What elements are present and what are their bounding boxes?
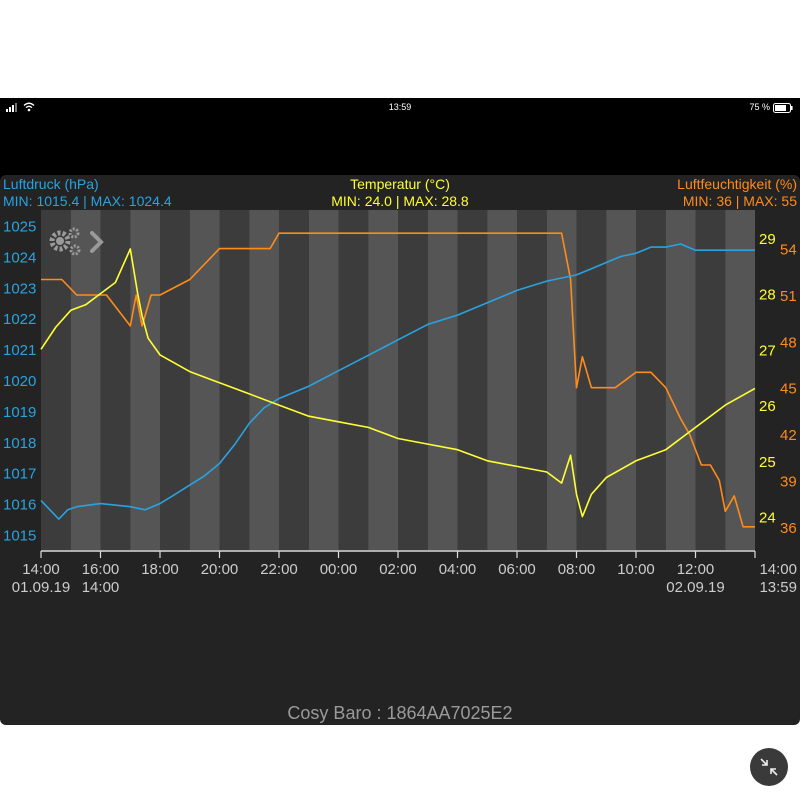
x-tick-label: 14:00 [22,561,60,578]
grid-band [160,210,190,550]
temperature-minmax: MIN: 24.0 | MAX: 28.8 [331,193,469,209]
status-bar: 13:59 75 % [0,98,800,118]
grid-band [487,210,517,550]
x-tick-sublabel: 14:00 [82,579,120,596]
grid-band [457,210,488,550]
temperature-tick-label: 24 [759,510,776,527]
battery-icon [773,103,793,113]
wifi-icon [23,102,35,112]
humidity-title: Luftfeuchtigkeit (%) [677,176,797,192]
temperature-tick-label: 25 [759,454,776,471]
temperature-axis: 24 25 26 27 28 29 [759,231,776,527]
humidity-tick-label: 45 [780,381,797,398]
grid-band [725,210,755,550]
temperature-tick-label: 28 [759,287,776,304]
battery-percentage: 75 % [749,102,770,112]
pressure-tick-label: 1017 [3,466,36,483]
grid-band [517,210,547,550]
gears-icon [49,227,81,256]
x-tick-label: 12:00 [677,561,715,578]
grid-band [70,210,101,550]
background-bands [41,210,755,550]
x-tick-label: 08:00 [558,561,596,578]
pressure-tick-label: 1019 [3,404,36,421]
grid-band [100,210,131,550]
pressure-tick-label: 1021 [3,342,36,359]
pressure-line [40,243,755,520]
pressure-tick-label: 1025 [3,218,36,235]
grid-band [606,210,636,550]
status-time: 13:59 [388,102,412,112]
humidity-tick-label: 36 [780,520,797,537]
chart-panel: Luftdruck (hPa) MIN: 1015.4 | MAX: 1024.… [0,175,800,725]
settings-button[interactable] [49,227,81,256]
humidity-tick-label: 39 [780,473,797,490]
humidity-minmax: MIN: 36 | MAX: 55 [682,193,797,209]
pressure-minmax: MIN: 1015.4 | MAX: 1024.4 [3,193,172,209]
grid-band [665,210,696,550]
pressure-tick-label: 1023 [3,280,36,297]
grid-band [41,210,71,550]
temperature-tick-label: 29 [759,231,776,248]
temperature-tick-label: 27 [759,342,776,359]
grid-band [695,210,726,550]
x-tick-sublabel: 02.09.19 [666,579,724,596]
chart-area: 1015 1016 1017 1018 1019 1020 1021 1022 1023 1024… [3,210,797,723]
x-tick-label: 22:00 [260,561,298,578]
grid-band [368,210,398,550]
pressure-axis: 1015 1016 1017 1018 1019 1020 1021 1022 1023 1024… [3,218,36,544]
x-tick-label: 02:00 [379,561,417,578]
grid-band [636,210,666,550]
pressure-tick-label: 1016 [3,497,36,514]
grid-band [546,210,577,550]
grid-band [398,210,428,550]
pressure-tick-label: 1015 [3,528,36,545]
pressure-tick-label: 1022 [3,311,36,328]
x-tick-label: 10:00 [617,561,655,578]
humidity-tick-label: 51 [780,288,797,305]
x-tick-label: 16:00 [82,561,120,578]
x-tick-label: 00:00 [320,561,358,578]
grid-band [338,210,369,550]
x-tick-label: 18:00 [141,561,179,578]
humidity-axis: 36 39 42 45 48 51 54 [780,242,797,537]
grid-band [427,210,458,550]
grid-band [249,210,279,550]
grid-band [308,210,339,550]
humidity-tick-label: 42 [780,427,797,444]
humidity-line [41,232,755,528]
pressure-tick-label: 1024 [3,249,36,266]
cellular-signal-icon [6,103,17,112]
app-screen: 13:59 75 % Luftdruck (hPa) MIN: 1015.4 |… [0,98,800,786]
x-tick-label: 14:00 [759,561,797,578]
chevron-right-icon [90,231,104,253]
device-label: Cosy Baro : 1864AA7025E2 [287,703,512,723]
x-tick-sublabel: 13:59 [759,579,797,596]
x-tick-sublabel: 01.09.19 [12,579,70,596]
x-tick-label: 20:00 [201,561,239,578]
next-chevron-button[interactable] [90,231,104,253]
x-tick-label: 04:00 [439,561,477,578]
humidity-tick-label: 54 [780,242,797,259]
x-tick-label: 06:00 [498,561,536,578]
temperature-tick-label: 26 [759,398,776,415]
grid-band [279,210,309,550]
pressure-tick-label: 1020 [3,373,36,390]
grid-band [130,210,160,550]
collapse-button[interactable] [750,748,788,786]
grid-band [189,210,220,550]
temperature-line [40,248,756,518]
pressure-tick-label: 1018 [3,435,36,452]
series-layer [40,232,756,528]
pressure-title: Luftdruck (hPa) [3,176,99,192]
grid-band [576,210,607,550]
temperature-title: Temperatur (°C) [350,176,450,192]
humidity-tick-label: 48 [780,334,797,351]
collapse-arrows-icon [760,758,778,776]
grid-band [219,210,250,550]
